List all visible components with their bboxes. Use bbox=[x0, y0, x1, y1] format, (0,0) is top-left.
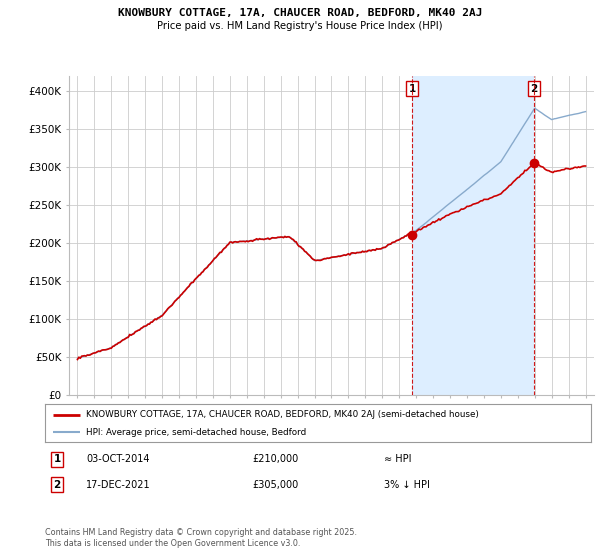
Text: 1: 1 bbox=[409, 83, 416, 94]
Text: KNOWBURY COTTAGE, 17A, CHAUCER ROAD, BEDFORD, MK40 2AJ: KNOWBURY COTTAGE, 17A, CHAUCER ROAD, BED… bbox=[118, 8, 482, 18]
Text: 2: 2 bbox=[53, 480, 61, 489]
Text: 17-DEC-2021: 17-DEC-2021 bbox=[86, 480, 151, 489]
Text: £210,000: £210,000 bbox=[253, 455, 299, 464]
Text: KNOWBURY COTTAGE, 17A, CHAUCER ROAD, BEDFORD, MK40 2AJ (semi-detached house): KNOWBURY COTTAGE, 17A, CHAUCER ROAD, BED… bbox=[86, 410, 479, 419]
Text: 3% ↓ HPI: 3% ↓ HPI bbox=[383, 480, 430, 489]
Text: ≈ HPI: ≈ HPI bbox=[383, 455, 411, 464]
Text: £305,000: £305,000 bbox=[253, 480, 299, 489]
Text: Price paid vs. HM Land Registry's House Price Index (HPI): Price paid vs. HM Land Registry's House … bbox=[157, 21, 443, 31]
Text: 1: 1 bbox=[53, 455, 61, 464]
Text: Contains HM Land Registry data © Crown copyright and database right 2025.
This d: Contains HM Land Registry data © Crown c… bbox=[45, 528, 357, 548]
Text: 03-OCT-2014: 03-OCT-2014 bbox=[86, 455, 149, 464]
Text: HPI: Average price, semi-detached house, Bedford: HPI: Average price, semi-detached house,… bbox=[86, 428, 306, 437]
Text: 2: 2 bbox=[530, 83, 538, 94]
Bar bbox=[412, 76, 534, 395]
